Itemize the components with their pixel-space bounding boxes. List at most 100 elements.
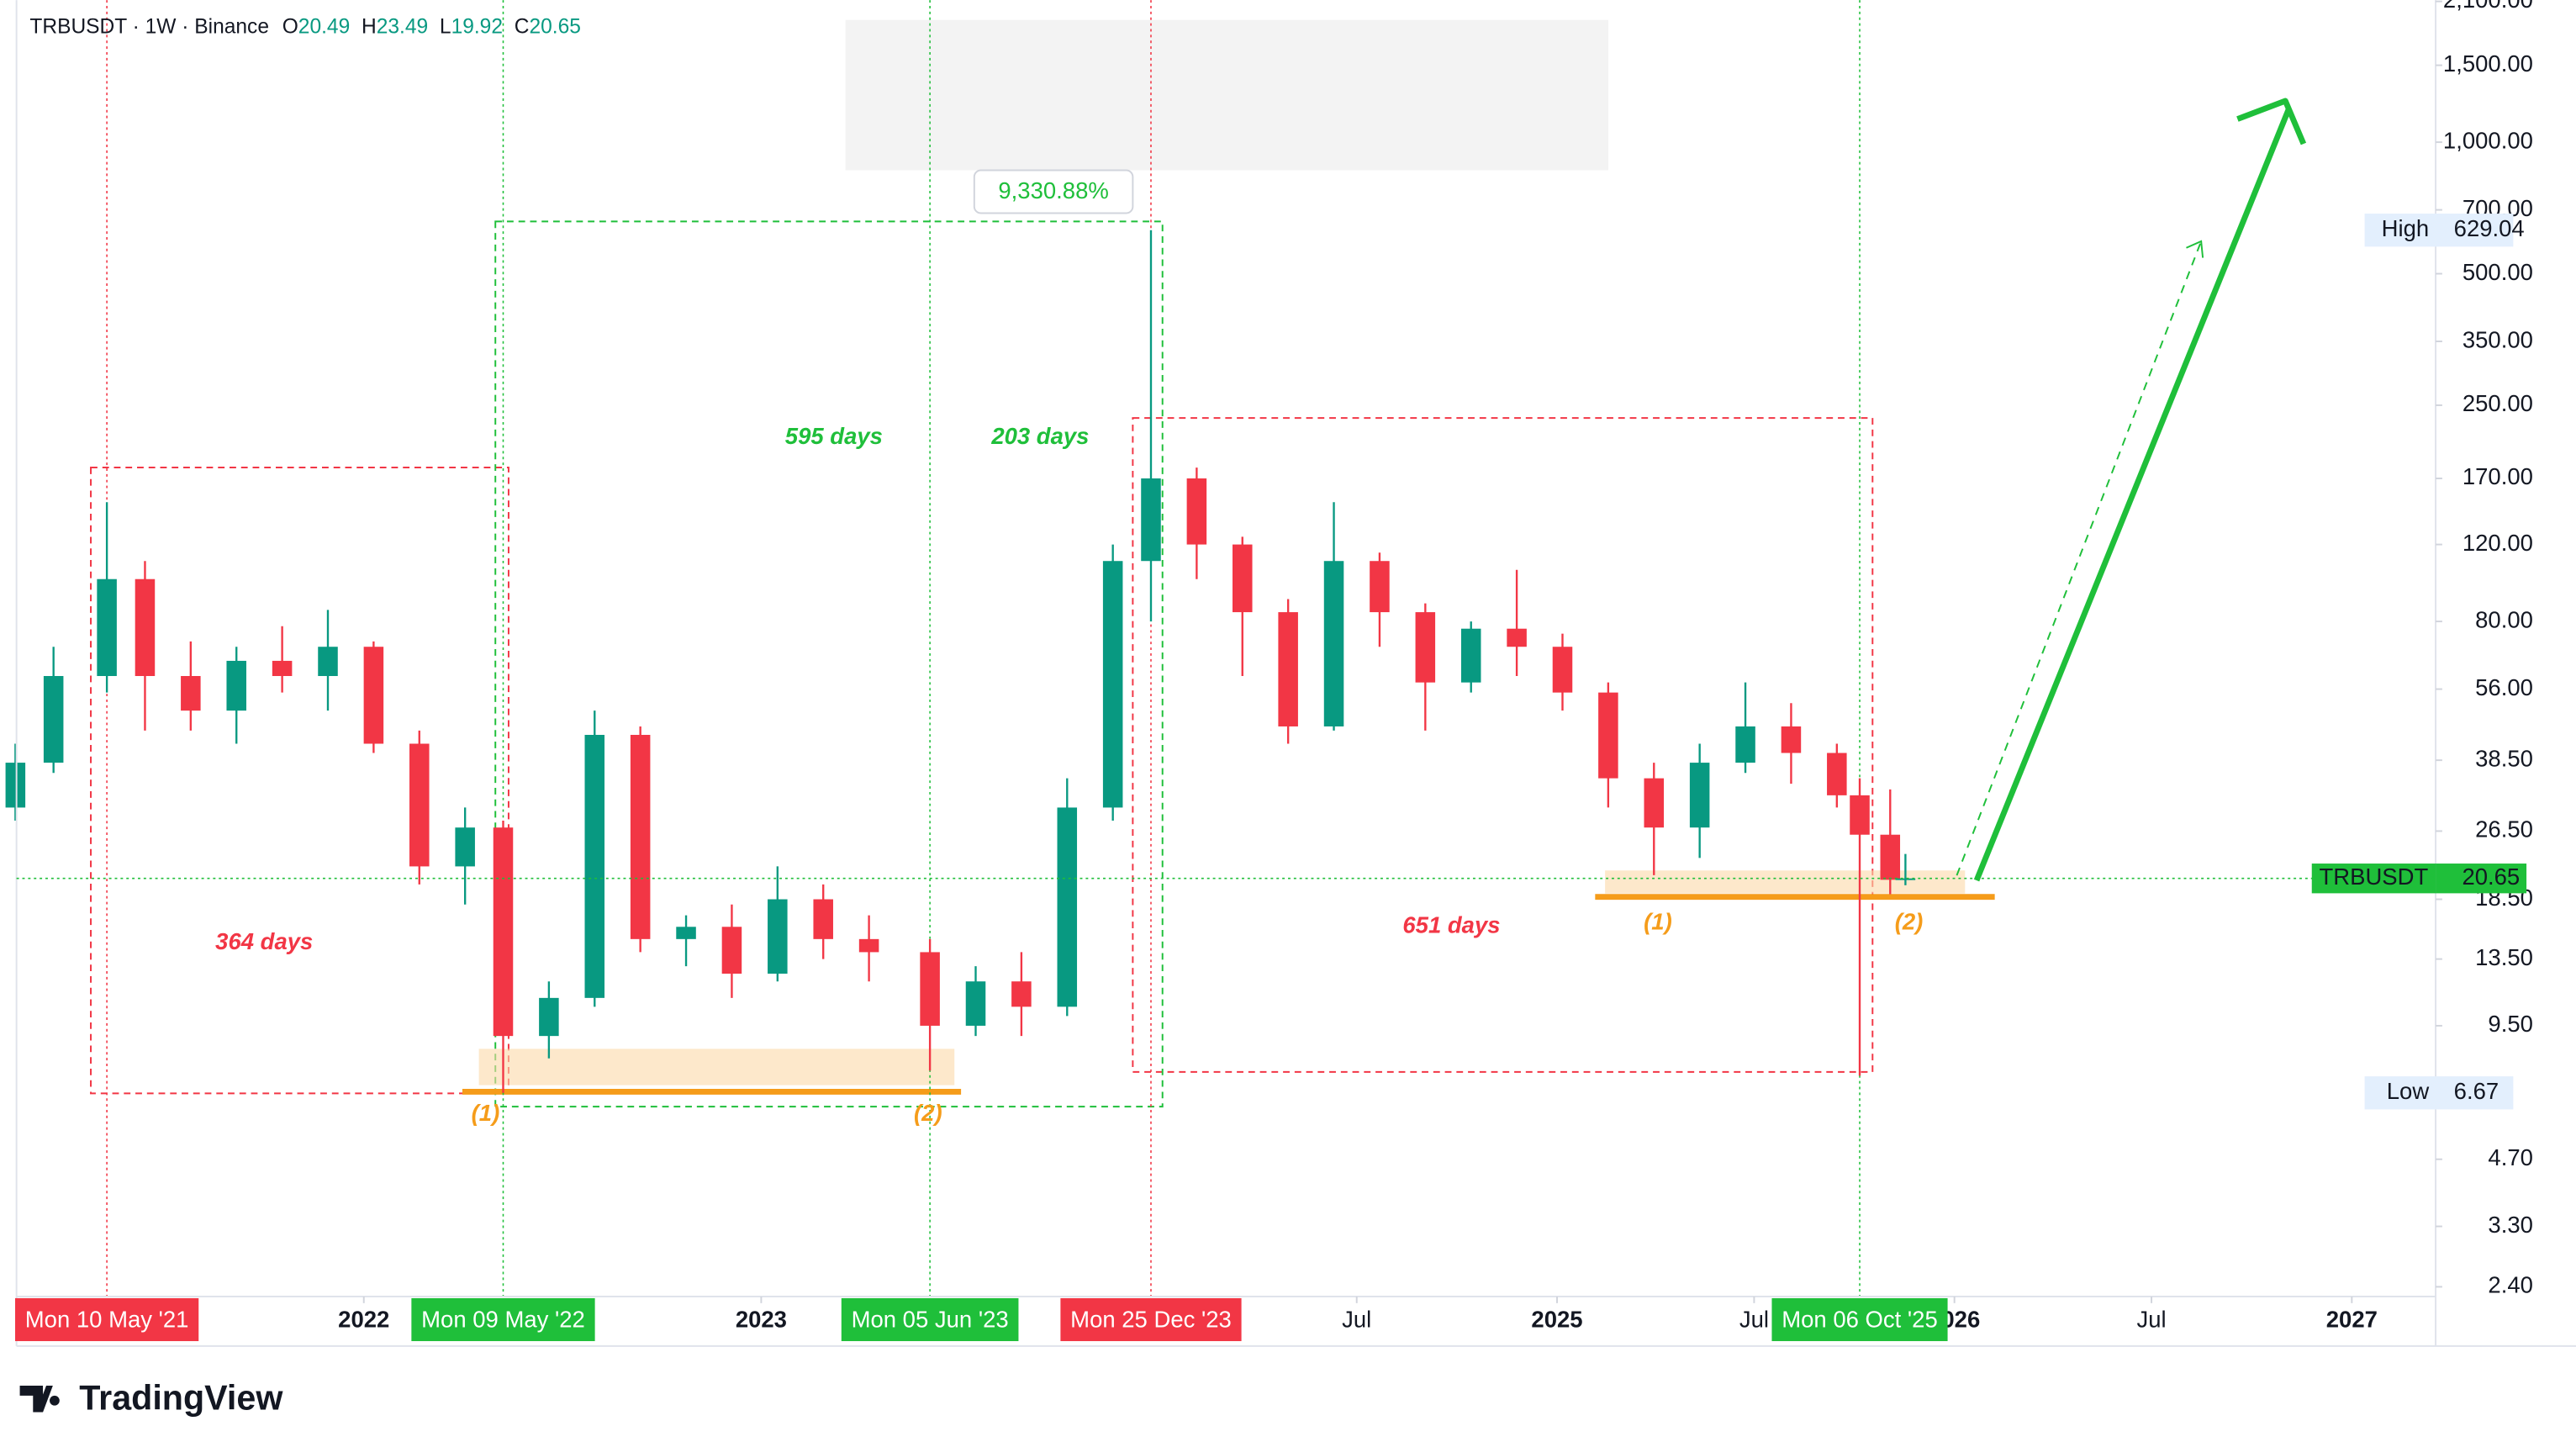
y-tick-label: 4.70 (2488, 1144, 2533, 1170)
candle-body (409, 743, 430, 867)
candle-body (630, 735, 651, 939)
y-tick-label: 1,000.00 (2443, 127, 2533, 153)
support-zone (478, 1048, 955, 1085)
candle-body (1323, 561, 1344, 726)
x-tick-label: Jul (1739, 1307, 1769, 1333)
last-price-symbol-box (2311, 864, 2436, 894)
axes: 2,100.001,500.001,000.00700.00500.00350.… (14, 0, 2533, 1342)
projection-arrow (1973, 108, 2292, 882)
y-tick-label: 170.00 (2463, 463, 2533, 489)
symbol-header: TRBUSDT · 1W · Binance O20.49 H23.49 L19.92… (29, 16, 581, 39)
candle-body (1507, 628, 1527, 647)
y-tick-label: 2.40 (2488, 1272, 2533, 1298)
last-price-value: 20.65 (2462, 864, 2520, 890)
candle-body (1644, 778, 1665, 828)
ohlc-label: L (440, 16, 451, 39)
date-flag-label: Mon 06 Oct '25 (1782, 1307, 1938, 1333)
date-flag (1060, 1297, 1242, 1342)
candles (5, 230, 1916, 1093)
date-flag (1771, 1297, 1948, 1342)
candle-body (584, 735, 605, 998)
y-tick-label: 80.00 (2475, 606, 2533, 632)
candle-body (363, 647, 384, 744)
candle-body (676, 927, 696, 939)
duration-label: 203 days (990, 423, 1089, 449)
high-marker-box (2364, 214, 2514, 247)
range-box (1132, 417, 1874, 1073)
y-tick-label: 350.00 (2463, 326, 2533, 352)
y-tick-label: 9.50 (2488, 1011, 2533, 1037)
candle-body (1233, 544, 1253, 613)
measure-label: 9,330.88% (998, 177, 1108, 203)
candle-body (1057, 807, 1078, 1007)
candle-body (455, 827, 475, 867)
candle-body (721, 927, 742, 974)
projection-dashed (1956, 240, 2203, 876)
y-tick-label: 38.50 (2475, 745, 2533, 771)
x-tick-label: Jul (2136, 1307, 2166, 1333)
logo-text: TradingView (79, 1379, 283, 1418)
y-tick-label: 1,500.00 (2443, 50, 2533, 77)
candle-body (1141, 478, 1161, 562)
candle-body (226, 660, 246, 711)
ohlc-value: 20.65 (529, 16, 580, 39)
candle-body (1102, 561, 1123, 808)
candle-body (1781, 726, 1802, 753)
candle-body (1552, 647, 1573, 693)
y-tick-label: 56.00 (2475, 674, 2533, 700)
ohlc-value: 23.49 (377, 16, 428, 39)
x-tick-label: 2023 (736, 1307, 787, 1333)
y-tick-label: 3.30 (2488, 1212, 2533, 1238)
ohlc-value: 20.49 (298, 16, 350, 39)
ohlc-label: O (282, 16, 298, 39)
candle-body (1735, 726, 1755, 763)
date-flag (841, 1297, 1019, 1342)
date-flag-label: Mon 09 May '22 (421, 1307, 585, 1333)
arrow-head (2236, 98, 2307, 145)
candle-body (1278, 612, 1298, 726)
logo-mark (19, 1386, 60, 1413)
date-flag-label: Mon 25 Dec '23 (1070, 1307, 1232, 1333)
pivot-label: (1) (1644, 908, 1672, 934)
duration-label: 595 days (785, 423, 883, 449)
candle-body (1415, 612, 1436, 683)
candle-body (5, 763, 26, 808)
low-marker-value: 6.67 (2454, 1078, 2499, 1104)
duration-label: 364 days (215, 928, 313, 954)
candle-body (813, 899, 833, 939)
candle-body (318, 647, 338, 677)
high-marker-value: 629.04 (2454, 215, 2525, 241)
y-tick-label: 13.50 (2475, 944, 2533, 970)
candle-body (97, 578, 117, 677)
candle-body (1370, 561, 1390, 613)
ohlc-label: C (515, 16, 530, 39)
duration-label: 651 days (1402, 911, 1500, 938)
candle-body (135, 578, 156, 677)
y-tick-label: 26.50 (2475, 816, 2533, 842)
measure-box (973, 169, 1134, 214)
x-tick-label: 2022 (338, 1307, 389, 1333)
logo: TradingView (19, 1379, 283, 1418)
low-marker-box (2364, 1076, 2514, 1110)
y-tick-label: 250.00 (2463, 390, 2533, 416)
candle-body (858, 938, 879, 953)
low-marker-label: Low (2387, 1078, 2430, 1104)
candle-body (493, 827, 514, 1037)
date-flag (411, 1297, 595, 1342)
candle-body (1827, 753, 1847, 795)
candle-body (1850, 795, 1870, 835)
blurred-region (845, 19, 1609, 171)
candle-body (539, 997, 559, 1037)
y-tick-label: 120.00 (2463, 530, 2533, 556)
high-marker-label: High (2382, 215, 2430, 241)
candle-body (1011, 981, 1032, 1007)
date-flag-label: Mon 05 Jun '23 (852, 1307, 1009, 1333)
support-zone (1605, 870, 1966, 894)
pivot-label: (2) (914, 1100, 942, 1126)
candle-body (1186, 478, 1207, 545)
range-box (90, 467, 509, 1095)
candle-body (272, 660, 293, 677)
date-flag (14, 1297, 199, 1342)
ohlc-label: H (362, 16, 377, 39)
